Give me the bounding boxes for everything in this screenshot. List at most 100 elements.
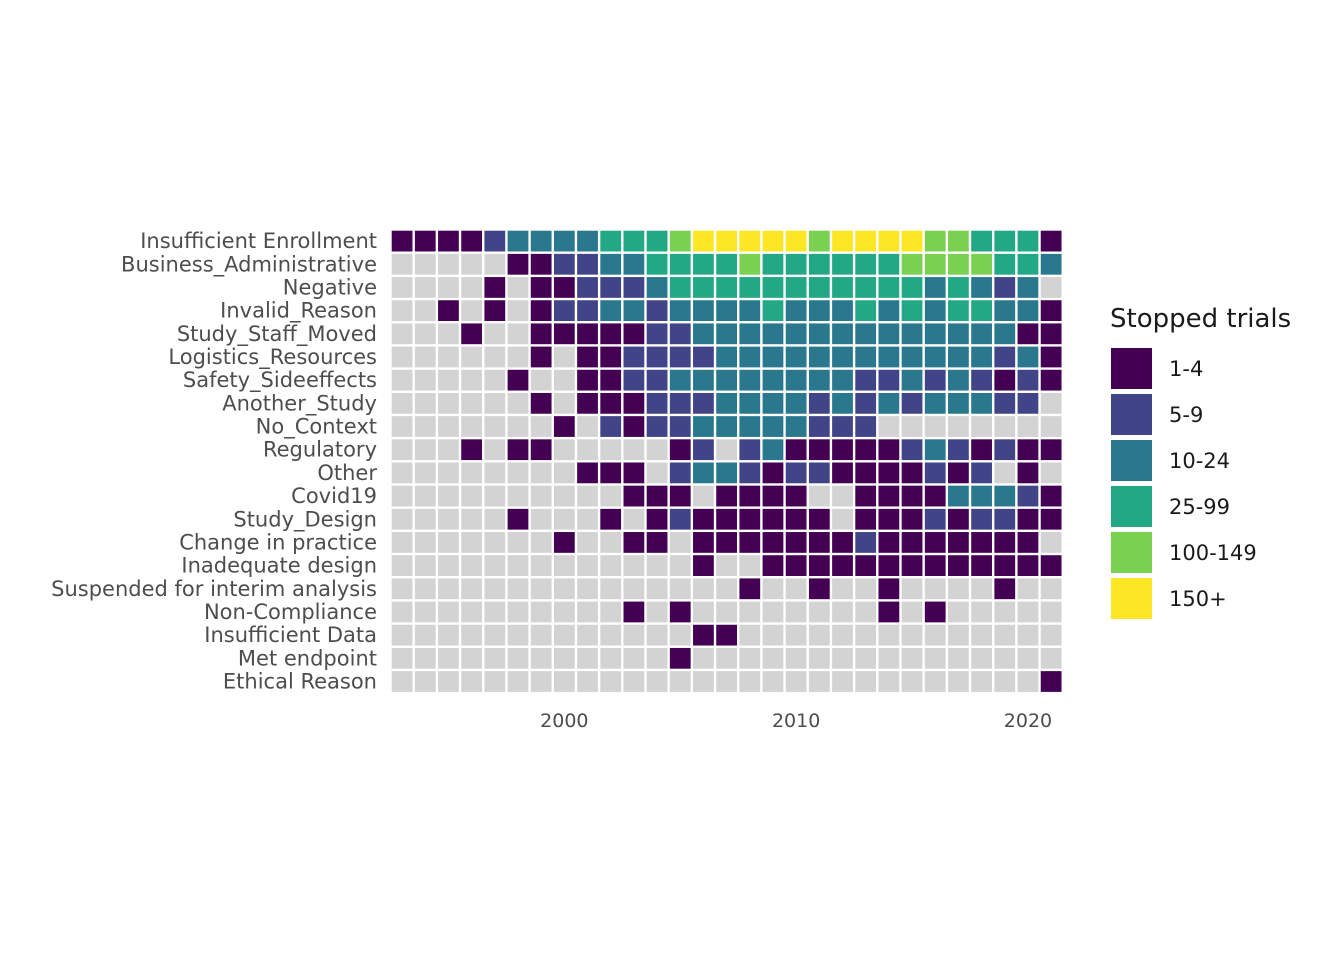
heatmap-cell [994,300,1016,322]
heatmap-cell [901,346,923,368]
legend: Stopped trials 1-4 5-9 10-24 25-99 100-149 15… [1110,304,1291,619]
heatmap-cell [785,277,807,298]
heatmap-cell [507,647,529,669]
heatmap-cell [785,555,807,576]
heatmap-cell [553,346,575,368]
heatmap-cell [901,578,923,600]
heatmap-cell [693,578,714,600]
heatmap-cell [716,369,737,391]
heatmap-cell [693,485,714,507]
heatmap-cell [901,416,923,437]
heatmap-cell [507,671,529,692]
heatmap-cell [1040,369,1062,391]
heatmap-cell [994,230,1016,252]
heatmap-cell [948,671,969,692]
heatmap-cell [484,416,506,437]
heatmap-cell [577,624,598,646]
heatmap-cell [1040,416,1062,437]
heatmap-cell [414,369,436,391]
heatmap-cell [530,253,552,275]
heatmap-cell [901,555,923,576]
heatmap-cell [716,508,737,530]
heatmap-cell [901,485,923,507]
heatmap-cell [553,392,575,414]
heatmap-cell [414,323,436,345]
heatmap-cell [971,671,992,692]
heatmap-cell [461,647,483,669]
heatmap-cell [577,369,598,391]
heatmap-cell [484,230,506,252]
heatmap-cell [785,647,807,669]
heatmap-cell [530,323,552,345]
heatmap-cell [553,601,575,623]
heatmap-cell [1017,346,1039,368]
heatmap-cell [739,508,761,530]
heatmap-cell [1017,601,1039,623]
heatmap-cell [646,671,668,692]
heatmap-cell [577,323,598,345]
heatmap-cell [646,508,668,530]
heatmap-cell [762,555,784,576]
heatmap-cell [855,485,877,507]
heatmap-cell [878,462,900,484]
heatmap-cell [669,624,691,646]
row-label: Safety_Sideeffects [183,368,377,393]
heatmap-cell [971,532,992,553]
row-labels: Insufficient EnrollmentBusiness_Administ… [51,229,377,693]
heatmap-cell [762,601,784,623]
heatmap-cell [577,439,598,461]
heatmap-cell [1040,323,1062,345]
heatmap-cell [577,300,598,322]
heatmap-cell [414,392,436,414]
heatmap-cell [391,392,413,414]
heatmap-cell [832,230,853,252]
heatmap-cell [577,277,598,298]
legend-swatch [1111,394,1152,435]
heatmap-cell [971,346,992,368]
row-label: Suspended for interim analysis [51,577,377,601]
row-label: Invalid_Reason [220,299,377,324]
heatmap-cell [762,624,784,646]
heatmap-cell [739,392,761,414]
heatmap-cell [530,601,552,623]
heatmap-cell [878,624,900,646]
heatmap-cell [762,323,784,345]
heatmap-cell [762,277,784,298]
heatmap-cell [1040,671,1062,692]
heatmap-cell [669,601,691,623]
heatmap-cell [971,624,992,646]
heatmap-cell [948,277,969,298]
heatmap-cell [484,647,506,669]
heatmap-cell [646,647,668,669]
heatmap-cell [600,253,622,275]
legend-label: 5-9 [1169,403,1203,427]
heatmap-cell [808,647,830,669]
heatmap-cell [924,647,946,669]
heatmap-cell [623,253,645,275]
heatmap-cell [855,416,877,437]
x-tick-label: 2000 [540,710,588,732]
heatmap-cell [716,300,737,322]
heatmap-cell [878,439,900,461]
heatmap-cell [669,369,691,391]
heatmap-cell [414,253,436,275]
heatmap-cell [855,230,877,252]
heatmap-cell [994,346,1016,368]
heatmap-cell [530,462,552,484]
heatmap-cell [924,300,946,322]
heatmap-cell [948,392,969,414]
row-label: Insufficient Data [204,623,377,647]
heatmap-cell [391,601,413,623]
heatmap-cell [507,392,529,414]
row-label: Non-Compliance [204,600,377,624]
heatmap-cell [693,624,714,646]
heatmap-cell [832,277,853,298]
heatmap-cell [461,277,483,298]
heatmap-cell [716,532,737,553]
heatmap-cell [646,392,668,414]
heatmap-cell [762,439,784,461]
heatmap-cell [1040,230,1062,252]
heatmap-cell [693,416,714,437]
heatmap-cell [600,230,622,252]
row-label: Business_Administrative [121,252,377,277]
